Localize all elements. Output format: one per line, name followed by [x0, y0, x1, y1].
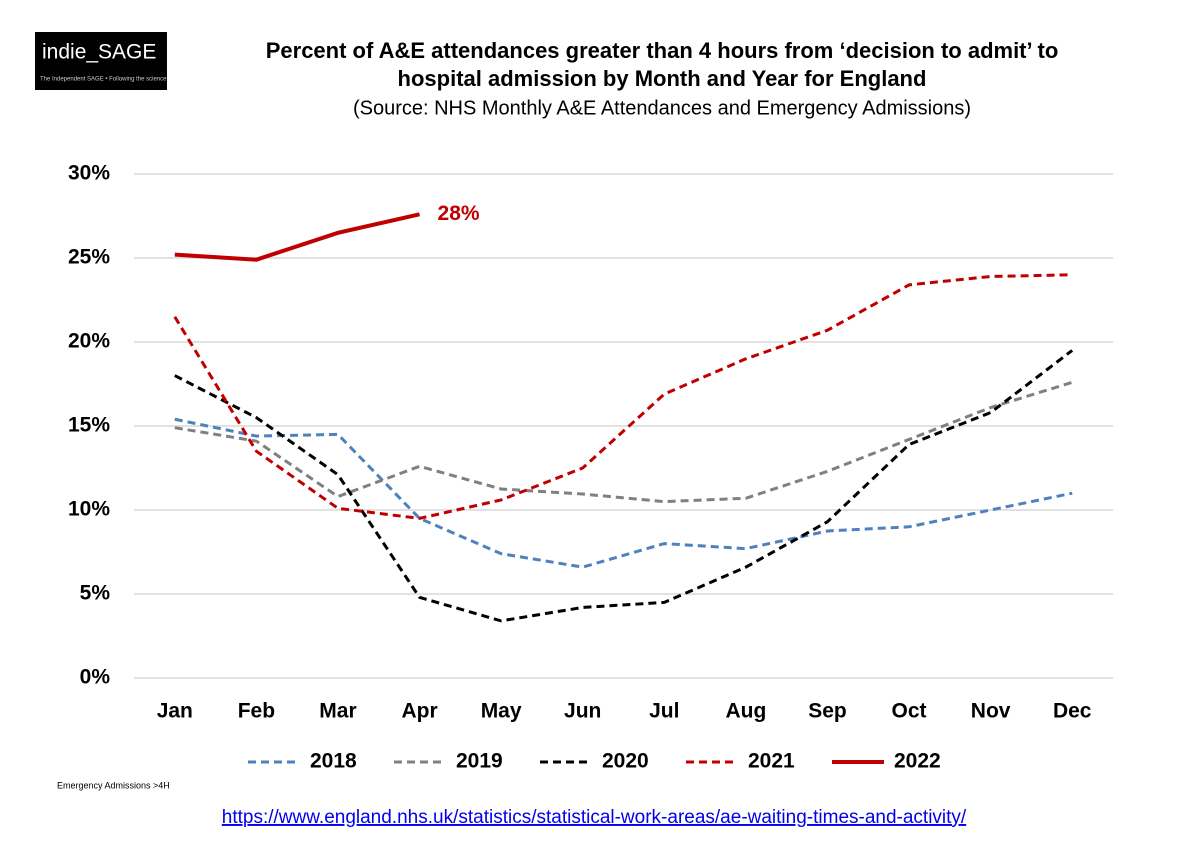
source-link[interactable]: https://www.england.nhs.uk/statistics/st…: [222, 807, 967, 828]
logo: indie_SAGE: [42, 41, 156, 64]
legend-label: 2019: [456, 750, 503, 773]
y-tick-label: 30%: [68, 162, 110, 185]
x-tick-label: Jun: [564, 700, 601, 723]
legend-label: 2022: [894, 750, 941, 773]
legend-label: 2021: [748, 750, 795, 773]
x-tick-label: Dec: [1053, 700, 1092, 723]
logo-tagline: The Independent SAGE • Following the sci…: [40, 77, 167, 83]
series-line: [174, 349, 1074, 623]
x-tick-label: Feb: [238, 700, 275, 723]
y-tick-label: 25%: [68, 246, 110, 269]
x-tick-label: Jan: [157, 700, 193, 723]
series-line: [174, 212, 420, 262]
x-tick-label: Mar: [319, 700, 356, 723]
x-tick-label: Oct: [892, 700, 927, 723]
y-tick-label: 5%: [80, 582, 111, 605]
footnote: Emergency Admissions >4H: [57, 780, 170, 790]
x-tick-label: Aug: [725, 700, 766, 723]
chart-subtitle: (Source: NHS Monthly A&E Attendances and…: [353, 97, 971, 119]
series-line: [174, 380, 1073, 504]
y-tick-label: 0%: [80, 666, 111, 689]
chart-title: hospital admission by Month and Year for…: [398, 66, 927, 91]
x-tick-label: Nov: [971, 700, 1011, 723]
legend-label: 2020: [602, 750, 649, 773]
value-label: 28%: [438, 202, 480, 225]
chart-title: Percent of A&E attendances greater than …: [266, 38, 1059, 63]
logo-box: [35, 32, 167, 90]
x-tick-label: May: [481, 700, 522, 723]
x-tick-label: Apr: [401, 700, 437, 723]
y-tick-label: 20%: [68, 330, 110, 353]
series-line: [173, 273, 1073, 520]
series-line: [174, 417, 1073, 569]
x-tick-label: Sep: [808, 700, 847, 723]
y-tick-label: 10%: [68, 498, 110, 521]
legend-label: 2018: [310, 750, 357, 773]
x-tick-label: Jul: [649, 700, 679, 723]
y-tick-label: 15%: [68, 414, 110, 437]
